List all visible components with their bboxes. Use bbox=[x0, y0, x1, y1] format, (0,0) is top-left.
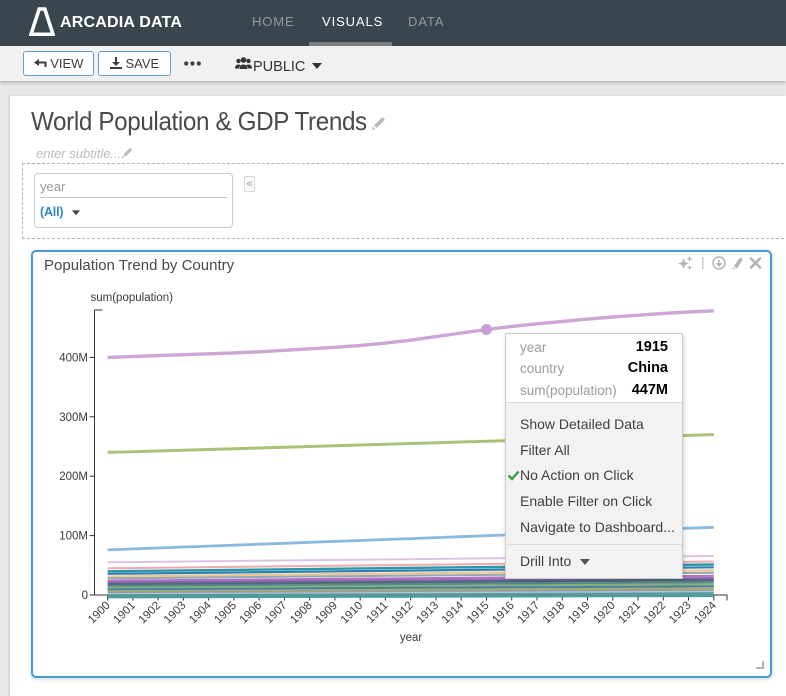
svg-text:1903: 1903 bbox=[162, 600, 189, 627]
svg-text:200M: 200M bbox=[59, 471, 88, 483]
svg-text:1908: 1908 bbox=[288, 600, 315, 627]
svg-text:1916: 1916 bbox=[490, 600, 517, 627]
svg-text:1900: 1900 bbox=[86, 600, 113, 627]
svg-text:1909: 1909 bbox=[313, 600, 340, 627]
svg-text:1919: 1919 bbox=[566, 600, 593, 627]
svg-text:100M: 100M bbox=[59, 531, 88, 543]
svg-text:0: 0 bbox=[82, 590, 88, 602]
svg-text:year: year bbox=[400, 632, 423, 644]
svg-text:1915: 1915 bbox=[465, 600, 492, 627]
svg-text:1923: 1923 bbox=[667, 600, 694, 627]
svg-text:1905: 1905 bbox=[212, 600, 239, 627]
svg-text:sum(population): sum(population) bbox=[91, 292, 174, 304]
svg-text:1918: 1918 bbox=[541, 600, 568, 627]
svg-text:1906: 1906 bbox=[238, 600, 265, 627]
svg-text:1904: 1904 bbox=[187, 599, 214, 626]
svg-text:400M: 400M bbox=[59, 352, 88, 364]
svg-text:1920: 1920 bbox=[591, 600, 618, 627]
svg-text:1922: 1922 bbox=[642, 600, 669, 627]
svg-text:1921: 1921 bbox=[617, 600, 644, 627]
svg-text:1911: 1911 bbox=[365, 600, 391, 626]
svg-text:1913: 1913 bbox=[415, 600, 442, 627]
svg-text:1902: 1902 bbox=[137, 600, 164, 627]
svg-text:1917: 1917 bbox=[516, 600, 543, 627]
svg-text:1924: 1924 bbox=[692, 599, 719, 626]
svg-text:300M: 300M bbox=[59, 412, 88, 424]
svg-text:1901: 1901 bbox=[111, 600, 138, 627]
svg-text:1910: 1910 bbox=[339, 600, 366, 627]
svg-text:1907: 1907 bbox=[263, 600, 290, 627]
svg-text:1912: 1912 bbox=[389, 600, 416, 627]
svg-text:1914: 1914 bbox=[440, 599, 467, 626]
